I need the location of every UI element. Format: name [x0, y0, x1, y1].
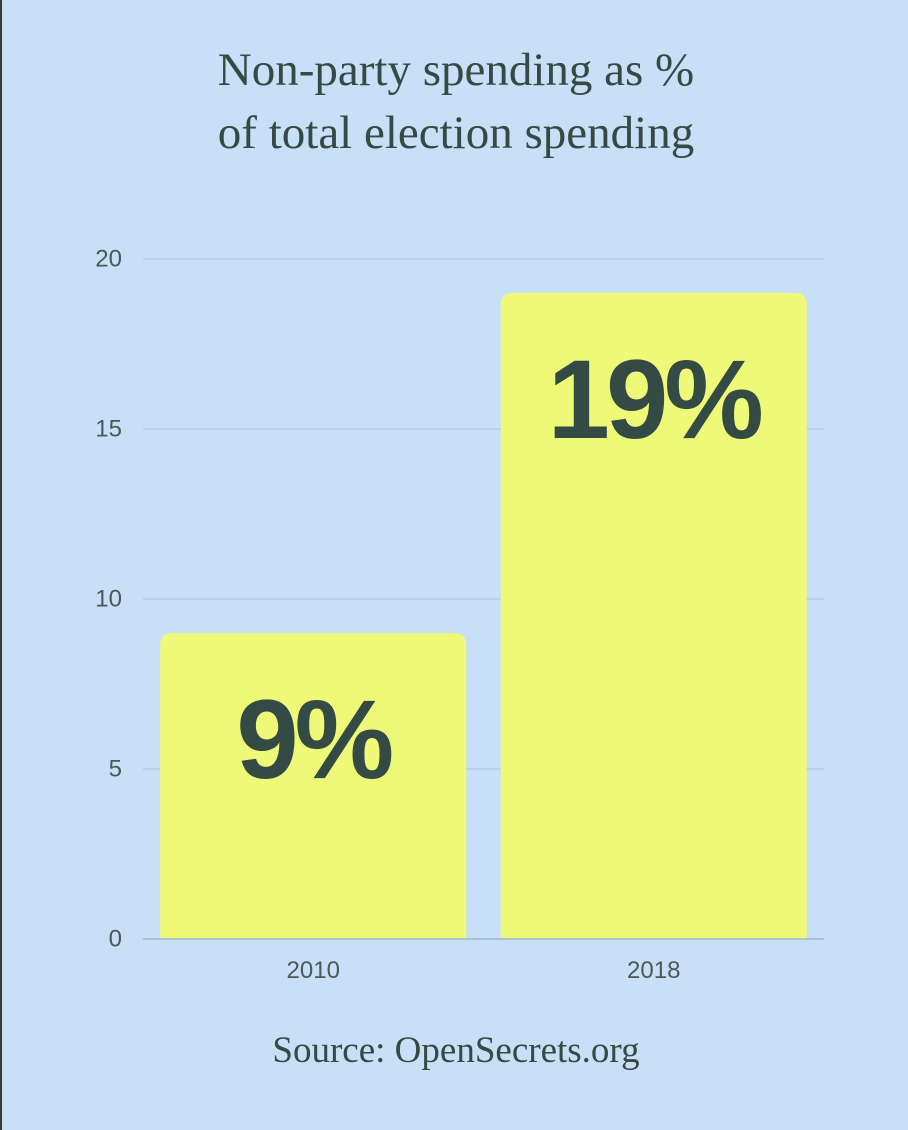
x-tick-label: 2010 — [287, 957, 340, 984]
y-tick-label: 0 — [109, 926, 122, 953]
chart-title-line-2: of total election spending — [217, 107, 695, 159]
y-tick-label: 15 — [95, 416, 122, 443]
bar-value-label: 19% — [548, 337, 762, 462]
source-note: Source: OpenSecrets.org — [272, 1030, 640, 1071]
bar-2018 — [500, 293, 807, 939]
x-tick-label: 2018 — [627, 957, 680, 984]
bar-value-label: 9% — [236, 677, 391, 802]
y-tick-label: 10 — [95, 586, 122, 613]
y-tick-label: 5 — [109, 756, 122, 783]
chart-title-line-1: Non-party spending as % — [217, 44, 695, 96]
y-tick-label: 20 — [95, 246, 122, 273]
bar-2010 — [160, 633, 467, 939]
